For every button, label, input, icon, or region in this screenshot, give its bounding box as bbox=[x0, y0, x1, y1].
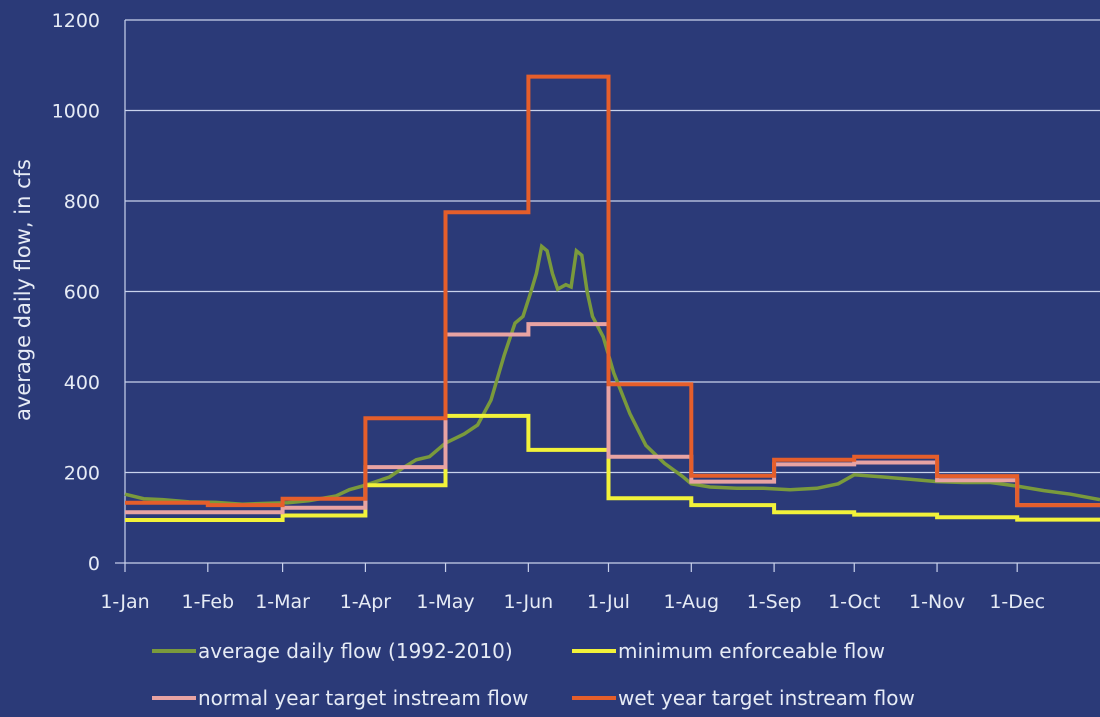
y-tick-labels: 0 200 400 600 800 1000 1200 bbox=[52, 10, 100, 575]
y-tick-label: 400 bbox=[64, 372, 100, 394]
legend-label: average daily flow (1992-2010) bbox=[198, 639, 513, 663]
x-tick-label: 1-Feb bbox=[182, 591, 235, 613]
x-tick-label: 1-Mar bbox=[255, 591, 310, 613]
y-tick-label: 1000 bbox=[52, 101, 100, 123]
y-tick-label: 1200 bbox=[52, 10, 100, 32]
x-tick-label: 1-Jan bbox=[100, 591, 149, 613]
x-tick-label: 1-Jun bbox=[504, 591, 554, 613]
y-tick-label: 0 bbox=[88, 553, 100, 575]
x-tick-label: 1-Aug bbox=[663, 591, 719, 613]
legend-label: minimum enforceable flow bbox=[618, 639, 885, 663]
x-tick-label: 1-Jul bbox=[587, 591, 630, 613]
x-tick-label: 1-Sep bbox=[747, 591, 802, 613]
series-line-wet-year-target-instream-flow bbox=[125, 74, 1100, 508]
y-tick-label: 600 bbox=[64, 282, 100, 304]
axes bbox=[115, 20, 1100, 572]
y-tick-label: 200 bbox=[64, 463, 100, 485]
x-tick-label: 1-Oct bbox=[828, 591, 880, 613]
x-tick-label: 1-Dec bbox=[989, 591, 1045, 613]
y-axis-label: average daily flow, in cfs bbox=[11, 159, 35, 421]
series-line-average-daily-flow-1992-2010- bbox=[124, 243, 1100, 506]
legend: average daily flow (1992-2010) minimum en… bbox=[152, 639, 915, 710]
x-tick-label: 1-Apr bbox=[340, 591, 392, 613]
legend-label: normal year target instream flow bbox=[198, 686, 528, 710]
x-tick-labels: 1-Jan 1-Feb 1-Mar 1-Apr 1-May 1-Jun 1-Jul 1-Aug… bbox=[100, 591, 1045, 613]
x-tick-label: 1-Nov bbox=[909, 591, 965, 613]
y-tick-label: 800 bbox=[64, 191, 100, 213]
x-tick-label: 1-May bbox=[416, 591, 474, 613]
legend-label: wet year target instream flow bbox=[618, 686, 915, 710]
series-layer bbox=[124, 74, 1100, 522]
gridlines bbox=[125, 19, 1100, 474]
